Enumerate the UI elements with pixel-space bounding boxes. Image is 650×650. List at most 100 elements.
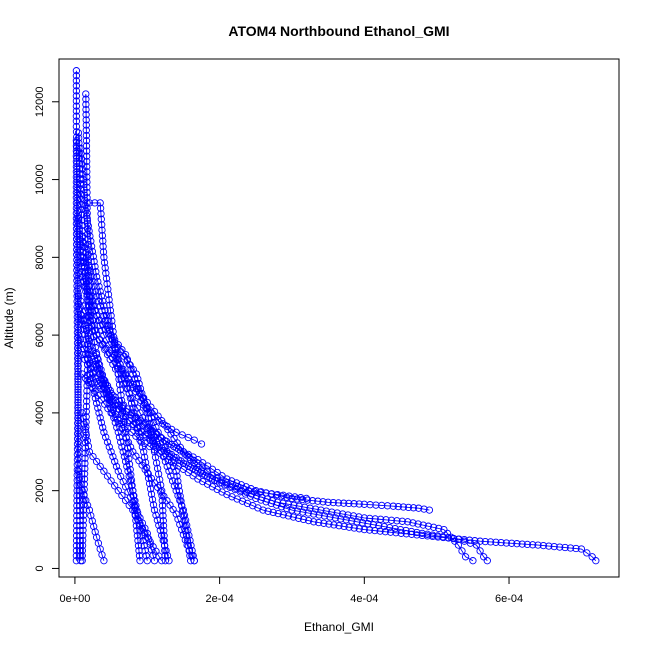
data-point	[107, 448, 115, 456]
data-point	[371, 526, 379, 535]
data-point	[118, 491, 126, 500]
data-point	[394, 502, 402, 511]
series-line	[78, 132, 148, 561]
data-point	[150, 407, 159, 416]
data-point	[290, 501, 298, 509]
data-point	[284, 512, 293, 520]
data-point	[331, 514, 340, 522]
data-point	[92, 399, 101, 407]
data-point	[72, 219, 81, 228]
y-axis-label: Altitude (m)	[2, 287, 16, 348]
data-point	[77, 144, 85, 153]
data-point	[92, 457, 101, 466]
series-line	[88, 373, 155, 561]
data-point	[137, 438, 145, 446]
data-point	[293, 495, 301, 503]
data-point	[76, 547, 85, 555]
data-point	[133, 532, 142, 540]
data-point	[147, 546, 156, 554]
data-point	[310, 510, 318, 518]
data-point	[302, 494, 311, 503]
data-point	[74, 427, 83, 435]
data-point	[82, 105, 90, 114]
data-point	[82, 268, 90, 276]
data-point	[152, 459, 161, 467]
data-point	[135, 547, 143, 555]
data-point	[72, 235, 81, 243]
plot-frame	[58, 58, 620, 578]
data-point	[404, 503, 413, 512]
data-point	[89, 277, 97, 286]
data-point	[293, 507, 302, 515]
data-point	[78, 409, 86, 417]
data-point	[348, 517, 356, 525]
data-point	[106, 301, 114, 309]
data-point	[90, 326, 99, 334]
data-point	[82, 131, 91, 140]
data-point	[103, 316, 112, 325]
data-point	[319, 498, 327, 506]
y-tick-label: 4000	[34, 401, 46, 425]
data-point	[365, 526, 374, 534]
data-point	[154, 412, 162, 420]
data-point	[99, 248, 108, 256]
data-point	[87, 242, 96, 250]
data-point	[82, 95, 90, 103]
x-axis-label: Ethanol_GMI	[304, 620, 374, 634]
data-point	[418, 531, 426, 540]
data-point	[345, 499, 353, 508]
data-point	[78, 234, 86, 242]
series-line	[81, 257, 166, 561]
data-point	[550, 542, 558, 551]
data-point	[83, 253, 91, 261]
data-point	[80, 277, 88, 286]
data-point	[103, 472, 112, 480]
data-point	[165, 557, 173, 565]
data-point	[190, 557, 198, 565]
data-point	[132, 370, 141, 378]
data-point	[104, 391, 112, 399]
data-point	[465, 536, 474, 544]
data-point	[529, 541, 537, 549]
data-point	[480, 553, 488, 561]
data-point	[160, 452, 168, 460]
data-point	[174, 462, 183, 470]
data-point	[140, 448, 148, 456]
data-point	[73, 292, 81, 300]
data-point	[78, 541, 87, 550]
data-point	[315, 518, 323, 527]
data-point	[105, 443, 113, 451]
data-point	[146, 485, 155, 493]
data-point	[74, 370, 82, 378]
data-point	[380, 522, 388, 531]
data-point	[378, 501, 386, 510]
data-point	[402, 530, 411, 538]
data-point	[160, 527, 168, 535]
data-point	[264, 507, 272, 515]
data-point	[81, 201, 89, 210]
data-point	[178, 502, 186, 510]
data-point	[97, 215, 105, 223]
data-point	[99, 423, 107, 432]
data-point	[140, 453, 149, 461]
data-point	[329, 498, 337, 507]
data-point	[96, 321, 104, 330]
data-point	[471, 537, 479, 545]
data-point	[134, 542, 143, 550]
data-point	[391, 524, 399, 533]
data-point	[74, 396, 82, 404]
data-point	[326, 513, 334, 521]
data-point	[143, 557, 151, 565]
data-point	[101, 381, 109, 389]
data-point	[425, 506, 434, 514]
data-point	[120, 429, 128, 437]
data-point	[73, 445, 82, 453]
data-point	[392, 529, 400, 537]
data-point	[96, 287, 104, 296]
data-point	[91, 287, 100, 296]
data-point	[107, 477, 115, 485]
x-tick-label: 0e+00	[59, 593, 90, 605]
data-series	[74, 467, 108, 565]
data-point	[79, 170, 87, 179]
data-point	[79, 175, 87, 184]
